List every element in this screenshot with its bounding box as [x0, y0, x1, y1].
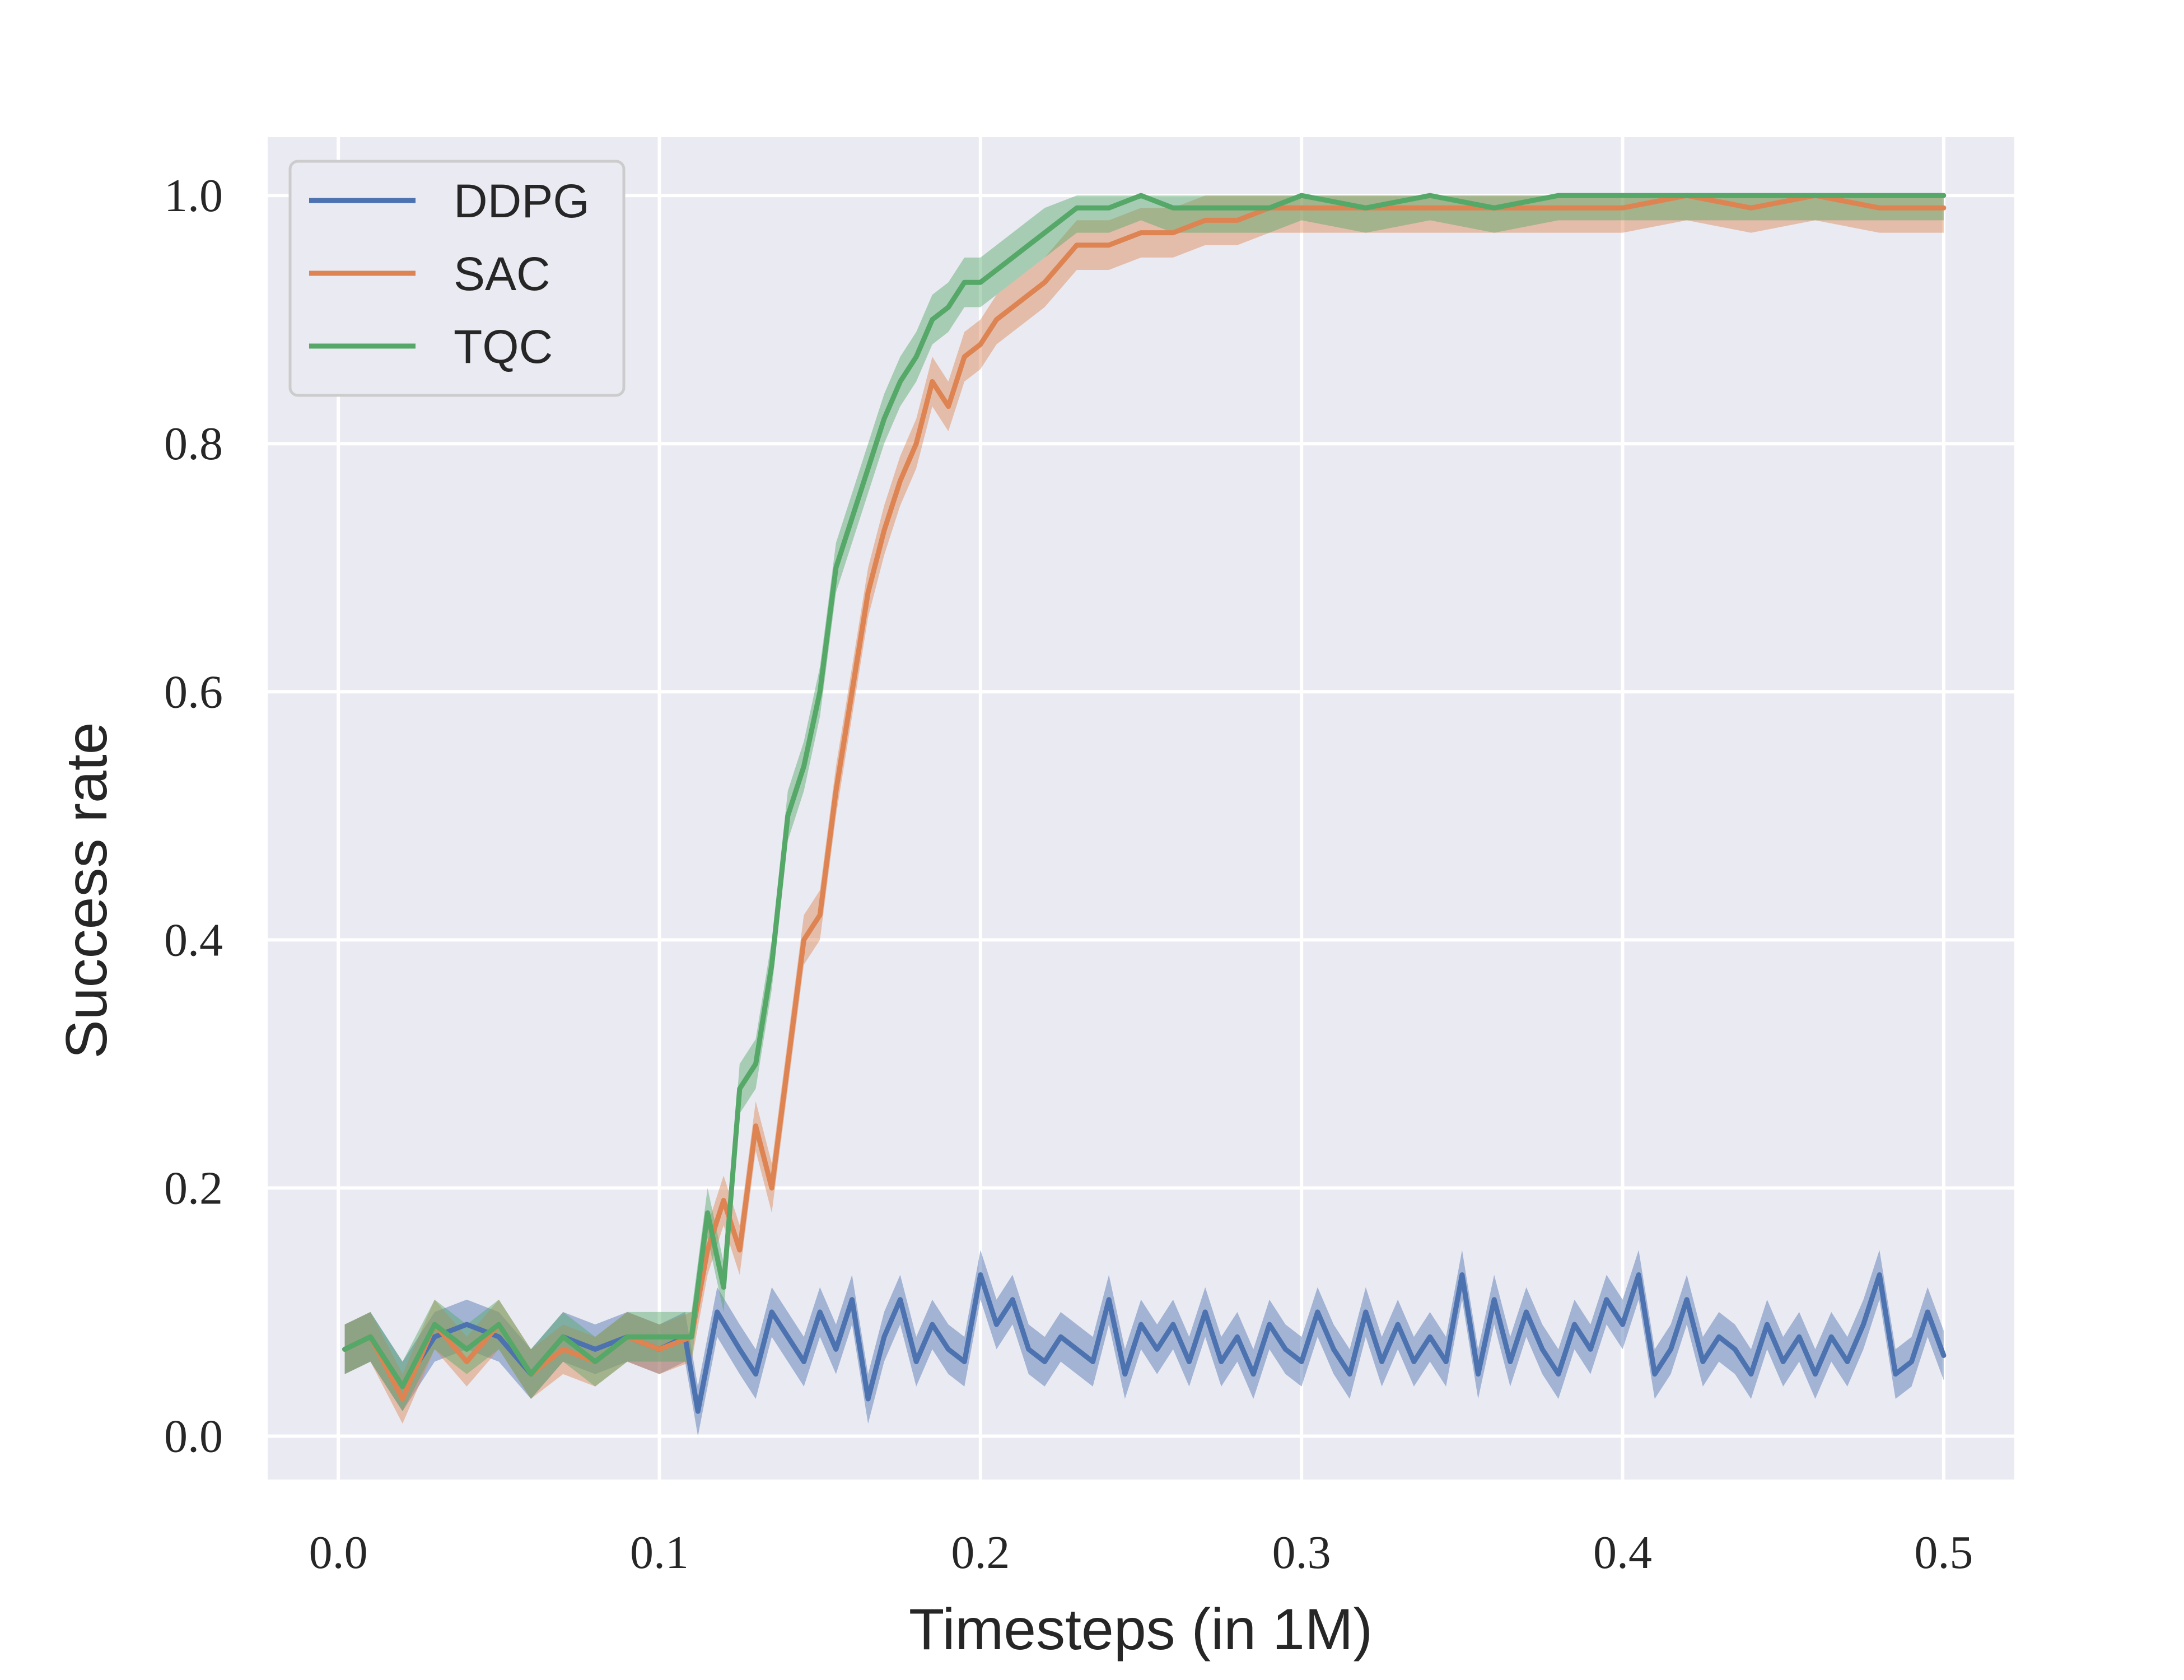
y-tick-label: 0.8 [164, 418, 223, 470]
legend-label-sac: SAC [454, 248, 550, 300]
line-tqc [342, 193, 1947, 1389]
series-lines [342, 193, 1947, 1414]
x-tick-label: 0.5 [1914, 1527, 1973, 1579]
band-ddpg [344, 1250, 1944, 1436]
legend-label-tqc: TQC [454, 320, 553, 373]
y-tick-label: 1.0 [164, 170, 223, 222]
x-tick-label: 0.1 [630, 1527, 689, 1579]
x-tick-label: 0.2 [951, 1527, 1010, 1579]
y-axis-label: Success rate [54, 722, 119, 1058]
legend: DDPG SAC TQC [288, 160, 626, 397]
confidence-bands [344, 195, 1944, 1436]
x-tick-label: 0.0 [309, 1527, 368, 1579]
y-tick-labels: 0.0 0.2 0.4 0.6 0.8 1.0 [164, 170, 223, 1462]
y-tick-label: 0.2 [164, 1162, 223, 1214]
legend-frame [288, 160, 626, 397]
x-tick-labels: 0.0 0.1 0.2 0.3 0.4 0.5 [309, 1527, 1973, 1579]
x-tick-label: 0.4 [1593, 1527, 1652, 1579]
y-tick-label: 0.0 [164, 1410, 223, 1462]
legend-label-ddpg: DDPG [454, 175, 590, 227]
line-ddpg [342, 1272, 1947, 1414]
x-tick-label: 0.3 [1272, 1527, 1331, 1579]
x-axis-label: Timesteps (in 1M) [909, 1597, 1373, 1662]
y-tick-label: 0.6 [164, 666, 223, 718]
y-tick-label: 0.4 [164, 914, 223, 966]
